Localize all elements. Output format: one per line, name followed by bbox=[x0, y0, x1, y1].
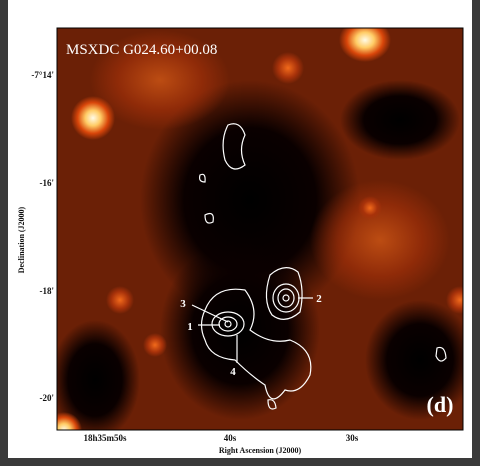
y-axis-label: Declination (J2000) bbox=[17, 206, 26, 273]
panel-label: (d) bbox=[427, 392, 454, 417]
y-tick-label: -18' bbox=[40, 286, 55, 296]
x-tick-label: 40s bbox=[224, 433, 237, 443]
source-label: 3 bbox=[180, 298, 186, 310]
y-tick-label: -16' bbox=[40, 178, 55, 188]
sky-image bbox=[46, 18, 475, 448]
figure-title: MSXDC G024.60+00.08 bbox=[66, 42, 217, 58]
y-tick-label: -7°14' bbox=[31, 70, 54, 80]
x-axis-label: Right Ascension (J2000) bbox=[219, 446, 302, 455]
source-label: 2 bbox=[316, 293, 322, 305]
source-label: 4 bbox=[230, 366, 236, 378]
y-tick-label: -20' bbox=[40, 393, 55, 403]
source-label: 1 bbox=[187, 321, 193, 333]
x-tick-label: 30s bbox=[346, 433, 359, 443]
x-tick-label: 18h35m50s bbox=[83, 433, 127, 443]
figure: 3 1 2 4 MSXDC G024.60+00.08 (d) -7°14' -… bbox=[0, 0, 480, 466]
